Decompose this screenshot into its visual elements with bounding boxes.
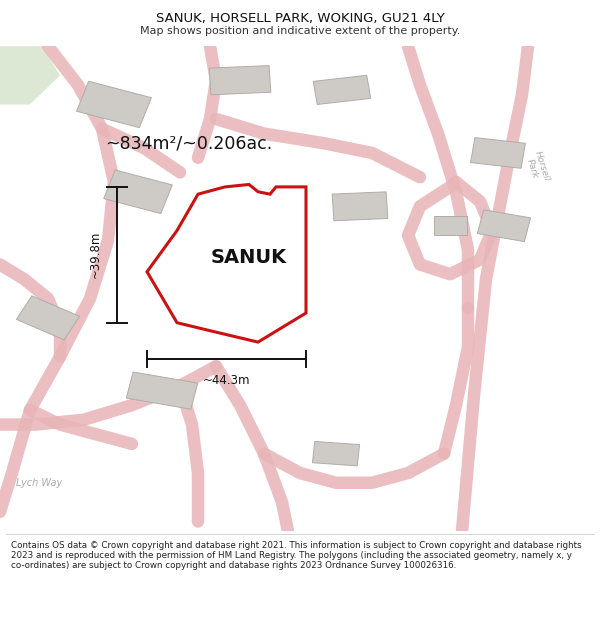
Text: SANUK, HORSELL PARK, WOKING, GU21 4LY: SANUK, HORSELL PARK, WOKING, GU21 4LY: [155, 11, 445, 24]
Polygon shape: [16, 296, 80, 340]
Polygon shape: [332, 192, 388, 221]
Text: ~44.3m: ~44.3m: [203, 374, 250, 387]
Polygon shape: [147, 184, 306, 342]
Polygon shape: [313, 76, 371, 104]
Polygon shape: [126, 372, 198, 409]
Text: Horsell
Park: Horsell Park: [523, 150, 551, 185]
Polygon shape: [313, 441, 359, 466]
Text: Contains OS data © Crown copyright and database right 2021. This information is : Contains OS data © Crown copyright and d…: [11, 541, 581, 571]
Polygon shape: [209, 66, 271, 95]
Text: ~834m²/~0.206ac.: ~834m²/~0.206ac.: [105, 134, 272, 152]
Polygon shape: [470, 138, 526, 168]
Text: SANUK: SANUK: [211, 248, 287, 267]
Text: Map shows position and indicative extent of the property.: Map shows position and indicative extent…: [140, 26, 460, 36]
Text: ~39.8m: ~39.8m: [89, 231, 102, 279]
Polygon shape: [0, 46, 60, 104]
Polygon shape: [433, 216, 467, 235]
Text: Lych Way: Lych Way: [16, 478, 62, 488]
Polygon shape: [77, 81, 151, 127]
Polygon shape: [478, 210, 530, 242]
Polygon shape: [104, 170, 172, 214]
